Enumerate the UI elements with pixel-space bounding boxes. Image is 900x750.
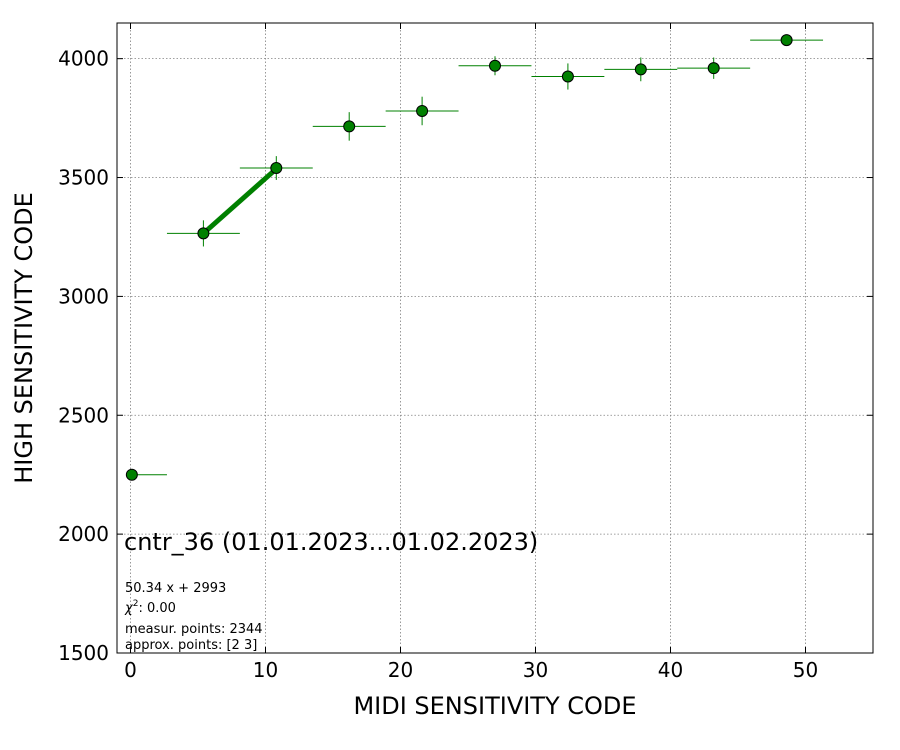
fit-line — [201, 166, 278, 236]
y-tick-label: 2000 — [58, 522, 109, 546]
data-point — [270, 162, 283, 175]
y-tick-label: 3500 — [58, 166, 109, 190]
data-point — [780, 34, 793, 47]
x-tick-label: 50 — [793, 658, 818, 682]
data-point — [197, 227, 210, 240]
y-axis-label: HIGH SENSITIVITY CODE — [10, 192, 38, 484]
error-bars — [130, 39, 824, 476]
data-point — [489, 59, 501, 72]
chi-square-label: χ2: 0.00 — [124, 599, 176, 616]
y-tick-label: 4000 — [58, 47, 109, 71]
data-point — [125, 468, 138, 481]
x-tick-label: 0 — [124, 658, 137, 682]
data-point — [707, 62, 720, 75]
x-tick-label: 30 — [523, 658, 548, 682]
grid-lines — [117, 23, 873, 654]
data-point — [416, 104, 429, 117]
data-point — [561, 70, 574, 83]
data-point — [634, 63, 647, 76]
y-tick-label: 1500 — [58, 641, 109, 665]
plot-frame — [116, 22, 874, 654]
x-tick-label: 10 — [253, 658, 278, 682]
x-axis-label: MIDI SENSITIVITY CODE — [353, 692, 636, 720]
chi-superscript: 2 — [133, 599, 139, 609]
chi-value: : 0.00 — [138, 601, 175, 616]
x-tick-label: 40 — [658, 658, 683, 682]
y-tick-label: 3000 — [58, 284, 109, 308]
y-tick-label: 2500 — [58, 403, 109, 427]
chi-symbol: χ — [124, 601, 134, 616]
fit-line-group — [201, 166, 278, 236]
chart-annotation-title: cntr_36 (01.01.2023...01.02.2023) — [124, 528, 538, 556]
measur-points-label: measur. points: 2344 — [125, 622, 263, 637]
fit-equation: 50.34 x + 2993 — [125, 581, 226, 596]
data-points — [125, 34, 793, 481]
x-tick-label: 20 — [388, 658, 413, 682]
data-point — [343, 120, 356, 133]
approx-points-label: approx. points: [2 3] — [125, 638, 257, 653]
axis-ticks: 0 10 20 30 40 50 1500 2000 2500 3000 3500 4000 — [58, 23, 873, 682]
